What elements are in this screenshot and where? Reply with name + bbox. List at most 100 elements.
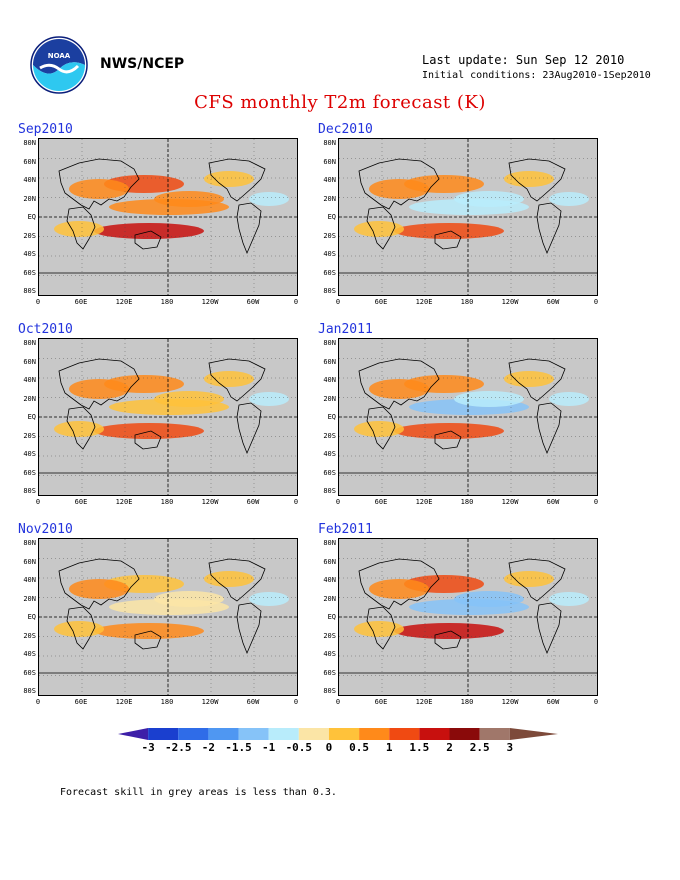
longitude-label: 60W [546,698,560,706]
colorbar-segment [238,728,269,740]
latitude-label: 20N [323,194,336,203]
panel-month-label: Sep2010 [18,122,73,137]
longitude-label: 60E [374,298,388,306]
longitude-label: 0 [293,698,299,706]
longitude-label: 0 [335,298,341,306]
colorbar-segment [328,728,360,740]
longitude-label: 180 [160,498,174,506]
svg-text:NOAA: NOAA [48,52,71,60]
longitude-label: 180 [160,298,174,306]
anomaly-map [38,338,298,496]
anomaly-map [338,538,598,696]
latitude-label: 40S [323,250,336,258]
latitude-label: 60S [323,668,336,677]
longitude-label: 0 [593,498,599,506]
colorbar-arrow-low [118,728,149,740]
longitude-label: 120W [501,498,519,506]
longitude-label: 60E [374,698,388,706]
longitude-label: 120E [115,498,133,506]
latitude-label: 40N [323,376,336,384]
colorbar-segment [148,728,179,740]
latitude-label: EQ [327,413,336,421]
latitude-label: 20N [23,394,36,403]
anomaly-map [38,538,298,696]
latitude-label: 40S [23,450,36,458]
colorbar-tick-label: -2 [201,741,216,754]
latitude-label: 60N [23,157,36,166]
longitude-label: 120E [415,498,433,506]
colorbar-tick-label: 0 [325,741,333,754]
colorbar-segment [359,728,390,740]
longitude-label: 60E [74,298,88,306]
colorbar-segment [449,728,480,740]
colorbar-tick-label: -2.5 [165,741,192,754]
latitude-label: 80N [23,539,36,547]
colorbar-tick-label: -3 [141,741,155,754]
anomaly-map [38,138,298,296]
latitude-label: 80N [323,139,336,147]
colorbar-segment [208,728,239,740]
colorbar-segment [389,728,420,740]
latitude-label: 80S [323,687,336,695]
latitude-label: 20N [23,194,36,203]
latitude-label: 80N [23,139,36,147]
colorbar-tick-label: 0.5 [349,741,370,754]
latitude-label: 20N [23,594,36,603]
latitude-label: EQ [27,413,36,421]
latitude-label: 40S [323,650,336,658]
last-update: Last update: Sun Sep 12 2010 [422,53,625,67]
longitude-label: 60W [246,498,260,506]
panel-month-label: Dec2010 [318,122,373,137]
colorbar-tick-label: 1.5 [409,741,430,754]
longitude-label: 180 [460,698,474,706]
colorbar-tick-label: -1 [262,741,276,754]
forecast-panel: Sep2010 80N 60N 40N 20N EQ 20S 40S 60S 80S 0 60E 120… [16,122,316,317]
forecast-panel: Oct2010 80N 60N 40N 20N EQ 20S 40S 60S 80S 0 60E 120… [16,322,316,517]
panel-month-label: Oct2010 [18,322,73,337]
longitude-label: 180 [460,298,474,306]
latitude-label: 40N [23,576,36,584]
latitude-label: EQ [327,213,336,221]
colorbar-segment [419,728,450,740]
forecast-panel: Nov2010 80N 60N 40N 20N EQ 20S 40S 60S 80S 0 60E 120… [16,522,316,717]
forecast-panel: Feb2011 80N 60N 40N 20N EQ 20S 40S 60S 80S 0 60E 120… [316,522,616,717]
latitude-label: 40S [23,250,36,258]
longitude-label: 60E [74,498,88,506]
latitude-label: 40S [323,450,336,458]
anomaly-map [338,138,598,296]
latitude-label: 60S [323,268,336,277]
longitude-label: 60E [374,498,388,506]
latitude-label: 20S [23,631,36,640]
panel-month-label: Jan2011 [318,322,373,337]
latitude-label: 80S [323,487,336,495]
noaa-logo: NOAA [30,36,88,94]
longitude-label: 60W [546,298,560,306]
colorbar-segment [268,728,299,740]
colorbar-tick-label: -1.5 [225,741,252,754]
longitude-label: 0 [35,498,41,506]
longitude-label: 120W [201,498,219,506]
longitude-label: 0 [593,698,599,706]
colorbar [118,728,558,740]
longitude-label: 0 [335,698,341,706]
forecast-panel: Dec2010 80N 60N 40N 20N EQ 20S 40S 60S 80S 0 60E 120… [316,122,616,317]
longitude-label: 60W [246,698,260,706]
colorbar-segment [178,728,209,740]
colorbar-tick-label: 2 [446,741,453,754]
latitude-label: 60N [23,357,36,366]
colorbar-tick-label: 3 [506,741,514,754]
longitude-label: 0 [593,298,599,306]
longitude-label: 0 [293,498,299,506]
latitude-label: 20S [323,431,336,440]
colorbar-segment [298,728,329,740]
longitude-label: 120E [415,698,433,706]
latitude-label: 80N [323,339,336,347]
longitude-label: 120E [415,298,433,306]
latitude-label: 20S [23,431,36,440]
longitude-label: 120E [115,698,133,706]
longitude-label: 180 [460,498,474,506]
latitude-label: 20S [23,231,36,240]
longitude-label: 120W [501,298,519,306]
longitude-label: 180 [160,698,174,706]
longitude-label: 120W [201,298,219,306]
